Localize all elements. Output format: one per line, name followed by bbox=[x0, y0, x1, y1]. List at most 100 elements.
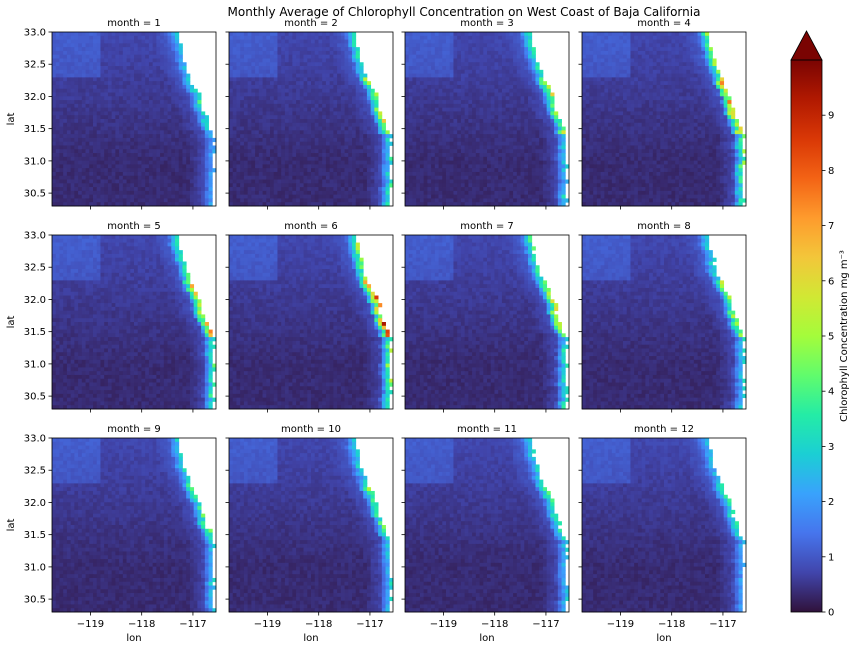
heatmap-cell bbox=[204, 137, 209, 143]
heatmap-cell bbox=[438, 153, 443, 158]
heatmap-cell bbox=[141, 153, 146, 158]
heatmap-cell bbox=[337, 88, 342, 93]
heatmap-cell bbox=[303, 171, 308, 177]
heatmap-cell bbox=[232, 100, 237, 105]
heatmap-cell bbox=[412, 115, 417, 120]
heatmap-cell bbox=[258, 119, 263, 124]
heatmap-cell bbox=[96, 171, 101, 177]
heatmap-cell bbox=[270, 190, 275, 196]
heatmap-cell bbox=[505, 58, 510, 63]
heatmap-cell bbox=[232, 119, 237, 124]
heatmap-cell bbox=[427, 39, 432, 44]
heatmap-cell bbox=[115, 153, 120, 158]
heatmap-cell bbox=[501, 149, 507, 154]
heatmap-cell bbox=[148, 153, 154, 158]
heatmap-cell bbox=[52, 107, 57, 112]
heatmap-cell bbox=[262, 175, 267, 180]
heatmap-cell bbox=[344, 62, 349, 67]
heatmap-cell bbox=[258, 126, 263, 131]
heatmap-cell bbox=[453, 88, 458, 93]
heatmap-cell bbox=[423, 32, 428, 37]
heatmap-cell bbox=[81, 168, 86, 173]
heatmap-cell bbox=[240, 88, 245, 93]
heatmap-cell bbox=[107, 171, 113, 177]
heatmap-cell bbox=[273, 92, 278, 97]
heatmap-cell bbox=[333, 168, 338, 173]
heatmap-cell bbox=[70, 149, 75, 154]
heatmap-cell bbox=[434, 92, 439, 97]
heatmap-cell bbox=[442, 58, 447, 63]
heatmap-cell bbox=[434, 58, 439, 63]
heatmap-cell bbox=[340, 103, 345, 109]
heatmap-cell bbox=[134, 168, 139, 173]
heatmap-cell bbox=[311, 100, 316, 105]
heatmap-cell bbox=[314, 137, 319, 143]
heatmap-cell bbox=[434, 43, 439, 48]
heatmap-cell bbox=[355, 187, 360, 192]
heatmap-cell bbox=[182, 198, 187, 203]
heatmap-cell bbox=[381, 164, 386, 169]
heatmap-cell bbox=[160, 156, 165, 162]
heatmap-cell bbox=[344, 134, 349, 139]
heatmap-cell bbox=[366, 107, 372, 112]
heatmap-cell bbox=[137, 202, 142, 207]
heatmap-cell bbox=[374, 194, 379, 199]
heatmap-cell bbox=[107, 190, 113, 196]
heatmap-cell bbox=[419, 126, 425, 131]
heatmap-cell bbox=[178, 103, 183, 109]
heatmap-cell bbox=[243, 175, 249, 180]
facet-frame bbox=[228, 31, 394, 207]
heatmap-cell bbox=[405, 73, 410, 78]
heatmap-cell bbox=[453, 43, 458, 48]
heatmap-cell bbox=[355, 50, 360, 56]
heatmap-cell bbox=[197, 115, 202, 120]
heatmap-cell bbox=[483, 62, 488, 67]
heatmap-cell bbox=[122, 171, 127, 177]
heatmap-cell bbox=[243, 73, 249, 78]
heatmap-cell bbox=[296, 183, 301, 188]
heatmap-cell bbox=[370, 190, 375, 196]
heatmap-cell bbox=[535, 122, 540, 127]
heatmap-cell bbox=[524, 43, 529, 48]
heatmap-cell bbox=[453, 47, 458, 52]
heatmap-cell bbox=[505, 84, 510, 90]
heatmap-cell bbox=[520, 137, 525, 143]
heatmap-cell bbox=[126, 134, 131, 139]
heatmap-cell bbox=[408, 149, 413, 154]
heatmap-cell bbox=[66, 179, 72, 184]
heatmap-cell bbox=[270, 160, 275, 165]
heatmap-cell bbox=[434, 149, 439, 154]
heatmap-cell bbox=[255, 160, 260, 165]
heatmap-cell bbox=[457, 149, 462, 154]
heatmap-cell bbox=[307, 58, 312, 63]
heatmap-cell bbox=[258, 111, 263, 116]
heatmap-cell bbox=[487, 107, 492, 112]
heatmap-cell bbox=[178, 62, 183, 67]
heatmap-cell bbox=[201, 126, 206, 131]
heatmap-cell bbox=[468, 62, 473, 67]
heatmap-cell bbox=[273, 145, 278, 150]
heatmap-cell bbox=[156, 126, 161, 131]
heatmap-cell bbox=[509, 69, 514, 75]
heatmap-cell bbox=[201, 198, 206, 203]
heatmap-cell bbox=[288, 115, 293, 120]
heatmap-cell bbox=[423, 100, 428, 105]
heatmap-cell bbox=[348, 149, 353, 154]
heatmap-cell bbox=[337, 96, 342, 101]
heatmap-cell bbox=[337, 168, 342, 173]
heatmap-cell bbox=[412, 47, 417, 52]
heatmap-cell bbox=[270, 50, 275, 56]
heatmap-cell bbox=[273, 160, 278, 165]
heatmap-cell bbox=[292, 171, 297, 177]
heatmap-cell bbox=[325, 145, 331, 150]
heatmap-cell bbox=[270, 35, 275, 40]
heatmap-cell bbox=[348, 145, 353, 150]
heatmap-cell bbox=[81, 88, 86, 93]
heatmap-cell bbox=[303, 39, 308, 44]
heatmap-cell bbox=[197, 126, 202, 131]
heatmap-cell bbox=[160, 164, 165, 169]
heatmap-cell bbox=[122, 62, 127, 67]
heatmap-cell bbox=[311, 168, 316, 173]
heatmap-cell bbox=[348, 115, 353, 120]
heatmap-cell bbox=[408, 141, 413, 146]
